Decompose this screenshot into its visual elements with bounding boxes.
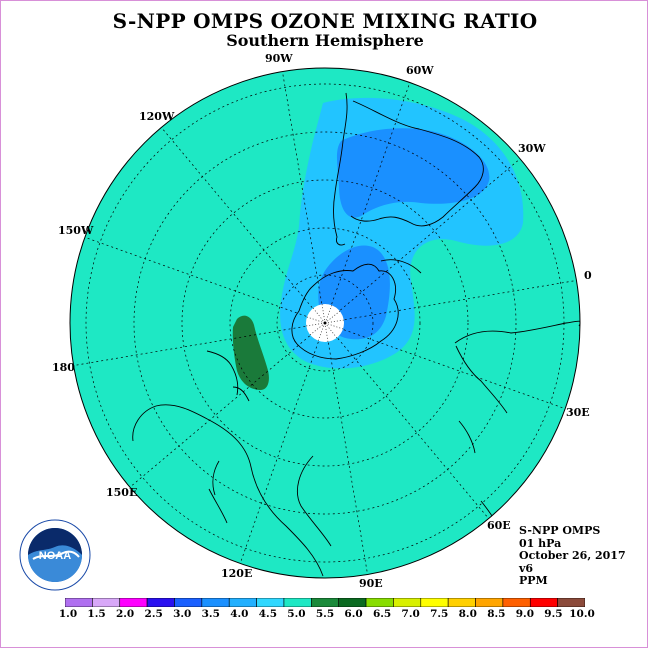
ozone-region-dark-green — [232, 315, 269, 391]
colorbar-swatch — [365, 598, 394, 607]
colorbar — [65, 598, 585, 607]
colorbar-tick-label: 10.0 — [569, 608, 595, 620]
lon-label-120e: 120E — [221, 567, 252, 580]
info-instrument: S-NPP OMPS — [519, 524, 601, 537]
south-pole-dot — [323, 321, 327, 325]
lon-label-60e: 60E — [487, 519, 511, 532]
ozone-region-mid-blue-north — [336, 128, 490, 218]
colorbar-labels: 1.0 1.5 2.0 2.5 3.0 3.5 4.0 4.5 5.0 5.5 6.0 6.5 7.0 7… — [1, 608, 647, 624]
colorbar-tick-label: 3.5 — [201, 608, 220, 620]
colorbar-tick-label: 5.0 — [287, 608, 306, 620]
latitude-circle — [181, 179, 469, 467]
page-subtitle: Southern Hemisphere — [226, 31, 424, 50]
colorbar-tick-label: 8.0 — [458, 608, 477, 620]
lon-label-180: 180 — [52, 361, 75, 374]
page-title: S-NPP OMPS OZONE MIXING RATIO — [112, 9, 538, 33]
colorbar-tick-label: 6.5 — [372, 608, 392, 620]
colorbar-tick-label: 2.5 — [144, 608, 163, 620]
colorbar-tick-label: 6.0 — [344, 608, 363, 620]
colorbar-swatch — [92, 598, 121, 607]
coastlines — [132, 92, 580, 577]
longitude-labels: 90W 60W 30W 0 30E 60E 90E 120E 150E 180 … — [52, 52, 592, 590]
colorbar-tick-label: 1.5 — [87, 608, 106, 620]
colorbar-tick-label: 3.0 — [173, 608, 192, 620]
lon-label-150w: 150W — [58, 224, 94, 237]
colorbar-tick-label: 1.0 — [58, 608, 78, 620]
colorbar-swatch — [529, 598, 558, 607]
info-version: v6 — [519, 561, 534, 575]
colorbar-swatch — [256, 598, 285, 607]
info-level: 01 hPa — [519, 536, 562, 550]
colorbar-swatch — [311, 598, 339, 607]
colorbar-tick-label: 4.5 — [258, 608, 278, 620]
colorbar-swatch — [146, 598, 175, 607]
noaa-logo: NOAA — [19, 519, 91, 591]
map-boundary — [69, 67, 581, 579]
colorbar-tick-label: 9.0 — [515, 608, 535, 620]
lon-label-150e: 150E — [106, 486, 137, 499]
colorbar-swatch — [338, 598, 367, 607]
latitude-circle — [85, 83, 565, 563]
lon-label-120w: 120W — [139, 110, 175, 123]
colorbar-tick-label: 2.0 — [115, 608, 135, 620]
colorbar-swatch — [557, 598, 585, 607]
lon-label-30e: 30E — [566, 406, 590, 419]
info-date: October 26, 2017 — [519, 549, 626, 563]
info-units: PPM — [519, 574, 548, 588]
colorbar-tick-label: 4.0 — [230, 608, 249, 620]
colorbar-swatch — [447, 598, 476, 607]
lon-label-30w: 30W — [518, 142, 546, 155]
colorbar-swatch — [393, 598, 422, 607]
colorbar-swatch — [475, 598, 504, 607]
colorbar-tick-label: 5.5 — [315, 608, 335, 620]
lon-label-0: 0 — [584, 269, 592, 282]
colorbar-swatch — [119, 598, 148, 607]
svg-text:NOAA: NOAA — [39, 550, 71, 562]
colorbar-swatch — [502, 598, 531, 607]
colorbar-swatch — [420, 598, 449, 607]
pole-spokes — [305, 303, 345, 343]
lon-label-90w: 90W — [265, 52, 293, 65]
colorbar-swatch — [201, 598, 230, 607]
colorbar-swatch — [174, 598, 203, 607]
colorbar-tick-label: 7.5 — [430, 608, 449, 620]
latitude-circle — [133, 131, 517, 515]
lon-label-90e: 90E — [359, 577, 383, 590]
latitude-circle — [229, 227, 421, 419]
lon-label-60w: 60W — [406, 64, 434, 77]
latitude-circle — [276, 274, 374, 372]
colorbar-swatch — [65, 598, 93, 607]
info-block: S-NPP OMPS 01 hPa October 26, 2017 v6 PP… — [519, 524, 626, 588]
colorbar-tick-label: 7.0 — [401, 608, 420, 620]
colorbar-tick-label: 8.5 — [487, 608, 506, 620]
colorbar-tick-label: 9.5 — [544, 608, 563, 620]
graticule — [70, 68, 580, 578]
colorbar-swatch — [283, 598, 312, 607]
map-disk — [70, 68, 580, 578]
colorbar-swatch — [228, 598, 257, 607]
